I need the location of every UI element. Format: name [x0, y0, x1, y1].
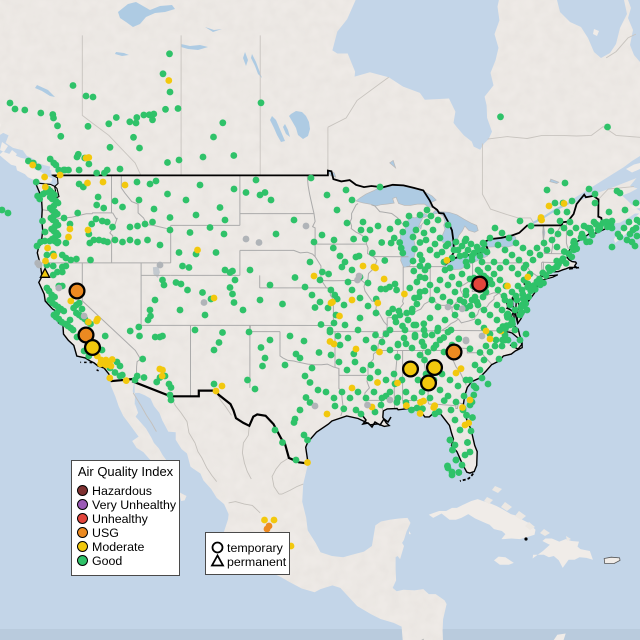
svg-text:permanent: permanent: [227, 555, 287, 569]
svg-text:temporary: temporary: [227, 541, 284, 555]
